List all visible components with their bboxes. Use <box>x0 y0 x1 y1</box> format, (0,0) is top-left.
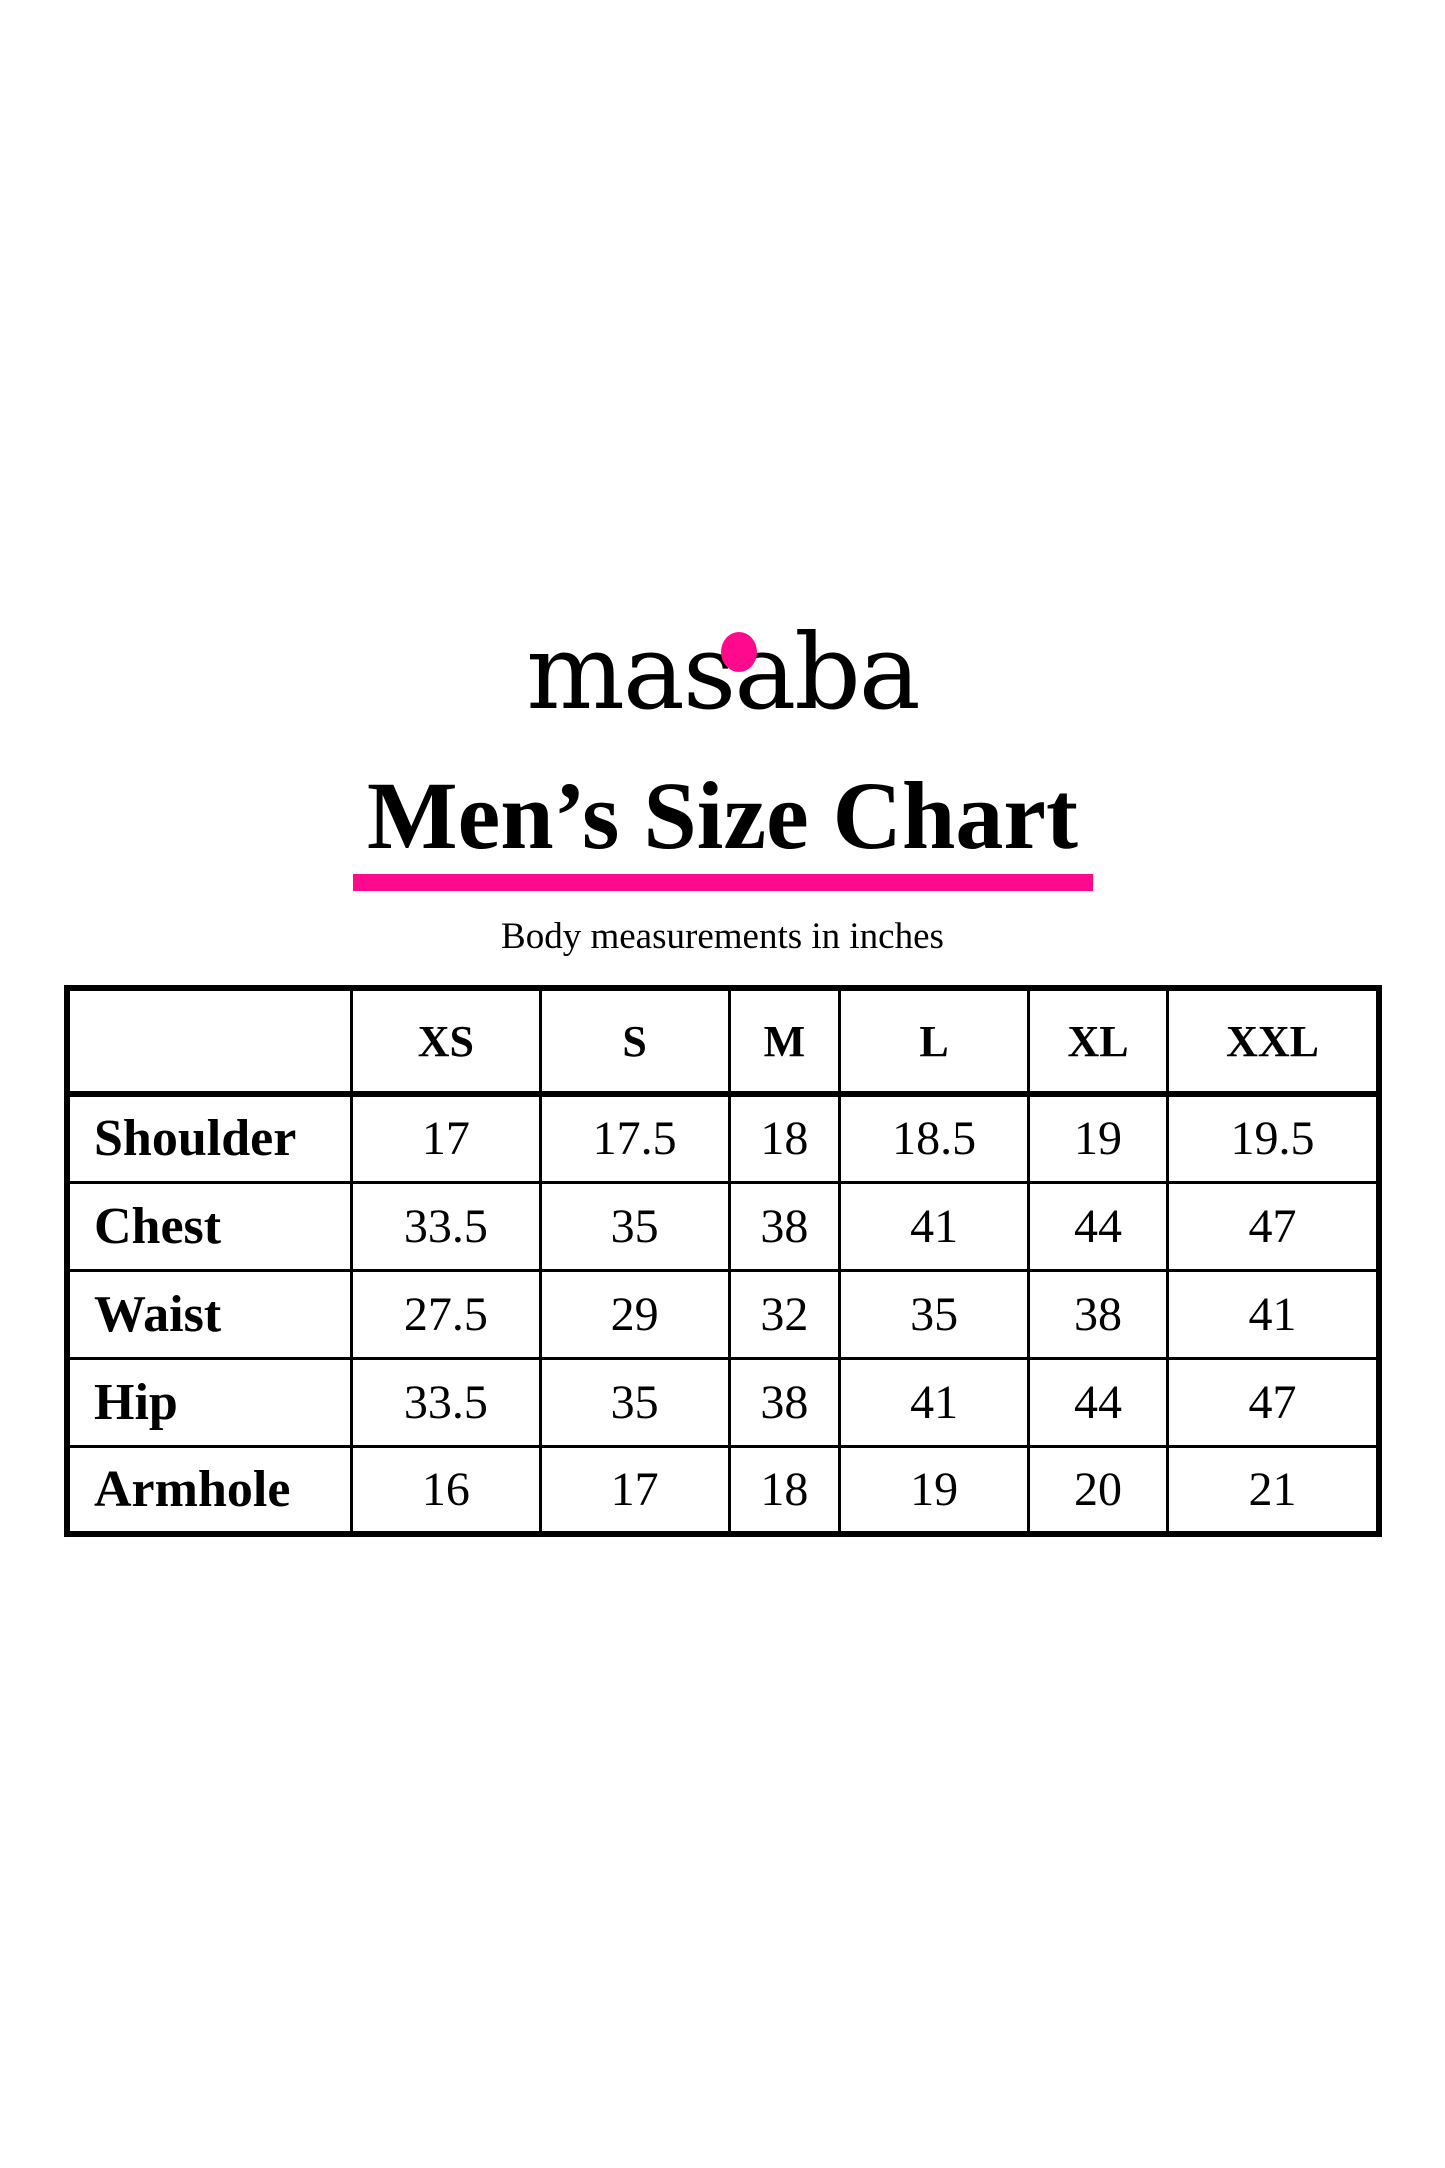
header-cell: XS <box>350 986 542 1097</box>
row-label: Chest <box>65 1180 353 1272</box>
measurement-cell: 38 <box>1026 1268 1170 1360</box>
measurement-cell: 41 <box>1166 1268 1381 1360</box>
brand-logo: masaba <box>526 611 921 733</box>
measurement-cell: 35 <box>538 1356 731 1448</box>
measurement-cell: 44 <box>1026 1356 1170 1448</box>
measurement-cell: 18 <box>727 1444 842 1536</box>
header-cell: XL <box>1026 986 1170 1097</box>
measurement-cell: 47 <box>1166 1356 1381 1448</box>
table-row: Hip 33.5 35 38 41 44 47 <box>65 1356 1381 1448</box>
measurement-cell: 32 <box>727 1268 842 1360</box>
page-title: Men’s Size Chart <box>367 762 1078 869</box>
measurement-cell: 16 <box>350 1444 542 1536</box>
row-label: Waist <box>65 1268 353 1360</box>
table-row: Chest 33.5 35 38 41 44 47 <box>65 1180 1381 1272</box>
measurement-cell: 17 <box>538 1444 731 1536</box>
measurement-cell: 41 <box>838 1356 1030 1448</box>
header-cell: XXL <box>1166 986 1381 1097</box>
size-chart-table: XS S M L XL XXL Shoulder 17 17.5 18 18.5 19 19… <box>64 985 1382 1537</box>
table-row: Shoulder 17 17.5 18 18.5 19 19.5 <box>65 1092 1381 1184</box>
table-row: Armhole 16 17 18 19 20 21 <box>65 1444 1381 1536</box>
measurement-cell: 41 <box>838 1180 1030 1272</box>
measurement-cell: 17.5 <box>538 1092 731 1184</box>
measurement-cell: 38 <box>727 1356 842 1448</box>
measurement-cell: 19 <box>838 1444 1030 1536</box>
measurement-cell: 18 <box>727 1092 842 1184</box>
measurement-cell: 29 <box>538 1268 731 1360</box>
header-cell: L <box>838 986 1030 1097</box>
subtitle: Body measurements in inches <box>501 916 944 957</box>
logo-dot-icon <box>721 632 757 672</box>
measurement-cell: 38 <box>727 1180 842 1272</box>
measurement-cell: 35 <box>838 1268 1030 1360</box>
measurement-cell: 33.5 <box>350 1180 542 1272</box>
table-row: Waist 27.5 29 32 35 38 41 <box>65 1268 1381 1360</box>
header-cell <box>65 986 353 1097</box>
row-label: Hip <box>65 1356 353 1448</box>
table-header-row: XS S M L XL XXL <box>65 986 1381 1097</box>
measurement-cell: 33.5 <box>350 1356 542 1448</box>
row-label: Shoulder <box>65 1092 353 1184</box>
measurement-cell: 19 <box>1026 1092 1170 1184</box>
header-cell: M <box>727 986 842 1097</box>
measurement-cell: 44 <box>1026 1180 1170 1272</box>
header-cell: S <box>538 986 731 1097</box>
measurement-cell: 20 <box>1026 1444 1170 1536</box>
measurement-cell: 18.5 <box>838 1092 1030 1184</box>
measurement-cell: 27.5 <box>350 1268 542 1360</box>
title-underline <box>353 874 1093 891</box>
row-label: Armhole <box>65 1444 353 1536</box>
measurement-cell: 47 <box>1166 1180 1381 1272</box>
measurement-cell: 35 <box>538 1180 731 1272</box>
measurement-cell: 19.5 <box>1166 1092 1381 1184</box>
measurement-cell: 17 <box>350 1092 542 1184</box>
measurement-cell: 21 <box>1166 1444 1381 1536</box>
